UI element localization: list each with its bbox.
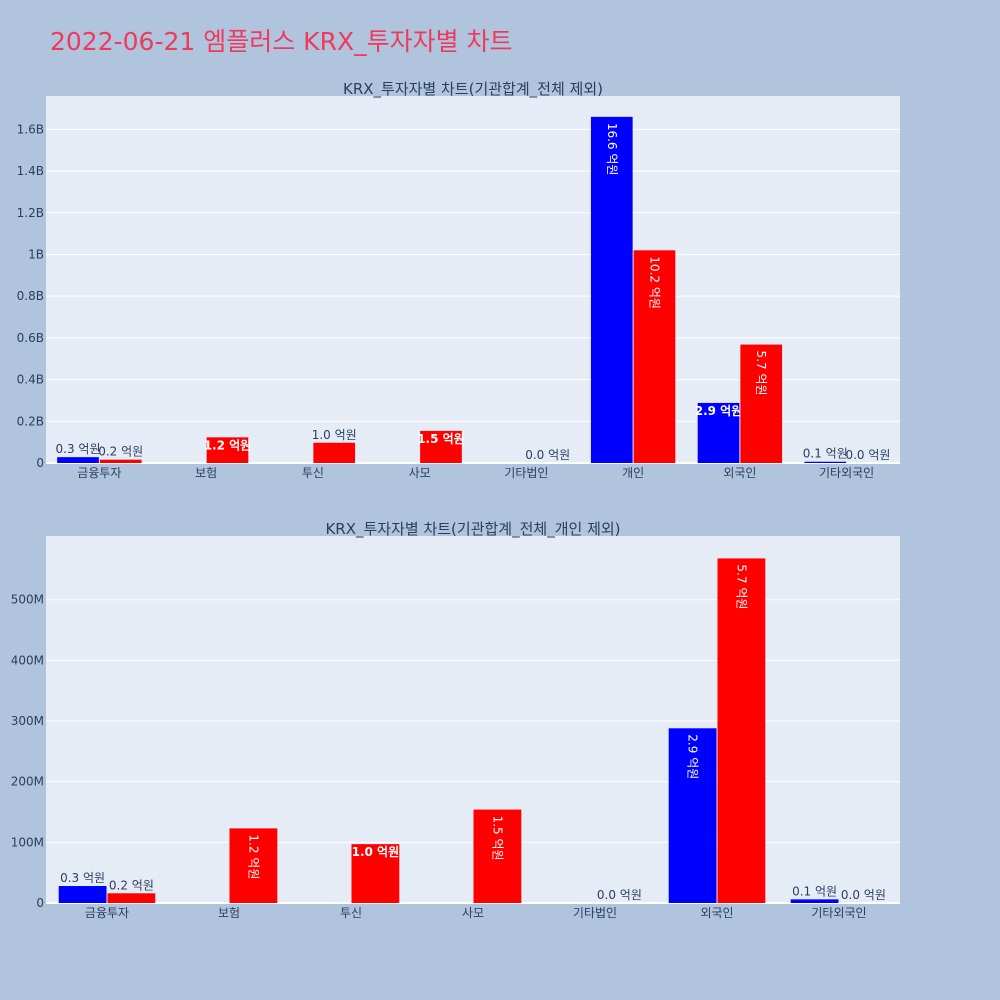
data-label: 1.2 억원: [246, 834, 260, 879]
y-tick-label: 1.2B: [17, 206, 44, 220]
data-label: 0.3 억원: [60, 871, 105, 885]
y-tick-label: 200M: [11, 775, 44, 789]
data-label: 2.9 억원: [695, 404, 743, 418]
y-tick-label: 300M: [11, 714, 44, 728]
chart-2: 0 100M 200M 300M 400M 500M KRX_투자자별 차트(기관합계_전체…: [11, 520, 900, 920]
y-tick-label: 0.6B: [17, 331, 44, 345]
bar: [740, 344, 783, 463]
x-tick-label: 사모: [462, 906, 484, 920]
bar: [633, 250, 676, 463]
y-tick-label: 100M: [11, 835, 44, 849]
x-tick-label: 금융투자: [85, 906, 129, 920]
y-tick-label: 0.2B: [17, 414, 44, 428]
bar: [206, 437, 249, 463]
x-tick-label: 기타법인: [504, 466, 548, 480]
data-label: 0.0 억원: [525, 448, 570, 462]
y-tick-label: 500M: [11, 593, 44, 607]
data-label: 0.1 억원: [803, 447, 848, 461]
bar: [57, 457, 99, 463]
data-label: 0.0 억원: [845, 448, 890, 462]
data-label: 0.1 억원: [792, 884, 837, 898]
bar: [717, 558, 766, 903]
data-label: 1.5 억원: [490, 816, 504, 861]
x-tick-label: 사모: [409, 466, 431, 480]
bar: [697, 402, 740, 463]
data-label: 5.7 억원: [734, 564, 748, 609]
chart-subtitle: KRX_투자자별 차트(기관합계_전체_개인 제외): [325, 520, 620, 539]
bar: [229, 828, 278, 903]
data-label: 1.5 억원: [417, 432, 465, 446]
page-title: 2022-06-21 엠플러스 KRX_투자자별 차트: [50, 27, 513, 56]
x-tick-label: 기타외국인: [811, 906, 866, 920]
x-tick-label: 보험: [195, 466, 217, 480]
x-tick-label: 기타외국인: [819, 466, 874, 480]
bar: [107, 893, 156, 903]
data-label: 0.0 억원: [597, 888, 642, 902]
data-label: 1.0 억원: [312, 428, 357, 442]
chart-1: 0 0.2B 0.4B 0.6B 0.8B 1B 1.2B 1.4B 1.6B KRX_투자자별 …: [17, 80, 900, 480]
bar: [313, 442, 356, 463]
bar: [99, 459, 142, 463]
x-tick-label: 외국인: [700, 906, 733, 920]
bar: [668, 728, 717, 903]
plot-area: [46, 536, 900, 903]
y-tick-label: 1.6B: [17, 122, 44, 136]
bar: [58, 886, 107, 903]
x-tick-label: 투신: [302, 466, 324, 480]
data-label: 16.6 억원: [605, 123, 619, 176]
x-tick-label: 외국인: [723, 466, 756, 480]
data-label: 10.2 억원: [647, 256, 661, 309]
data-label: 0.2 억원: [98, 445, 143, 459]
bar: [790, 899, 839, 903]
x-tick-label: 투신: [340, 906, 362, 920]
y-tick-label: 1B: [28, 247, 44, 261]
bar: [473, 809, 522, 903]
chart-subtitle: KRX_투자자별 차트(기관합계_전체 제외): [343, 80, 603, 99]
data-label: 2.9 억원: [686, 734, 700, 779]
y-tick-label: 0: [36, 456, 44, 470]
x-tick-label: 개인: [622, 466, 644, 480]
y-tick-label: 0: [36, 896, 44, 910]
data-label: 0.3 억원: [56, 442, 101, 456]
data-label: 1.2 억원: [204, 438, 252, 452]
x-tick-label: 보험: [218, 906, 240, 920]
bar: [351, 844, 400, 903]
data-label: 0.0 억원: [841, 888, 886, 902]
y-tick-label: 0.4B: [17, 373, 44, 387]
x-tick-label: 기타법인: [573, 906, 617, 920]
y-tick-label: 1.4B: [17, 164, 44, 178]
bar: [420, 430, 462, 463]
y-tick-label: 400M: [11, 653, 44, 667]
x-tick-label: 금융투자: [77, 466, 121, 480]
data-label: 5.7 억원: [754, 351, 768, 396]
y-tick-label: 0.8B: [17, 289, 44, 303]
bar: [590, 116, 633, 464]
data-label: 0.2 억원: [109, 878, 154, 892]
data-label: 1.0 억원: [352, 845, 400, 859]
bar: [804, 461, 847, 463]
